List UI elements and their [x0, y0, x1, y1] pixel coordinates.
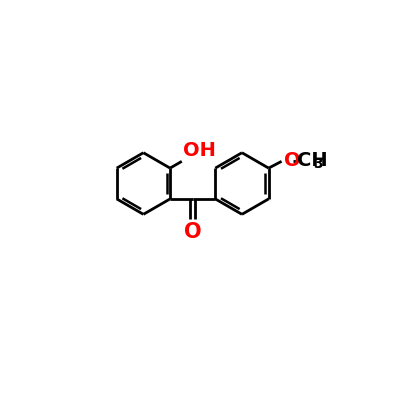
Text: O: O	[184, 222, 202, 242]
Text: O: O	[284, 151, 301, 170]
Text: OH: OH	[183, 141, 216, 160]
Text: CH: CH	[297, 151, 328, 170]
Text: 3: 3	[313, 158, 323, 172]
